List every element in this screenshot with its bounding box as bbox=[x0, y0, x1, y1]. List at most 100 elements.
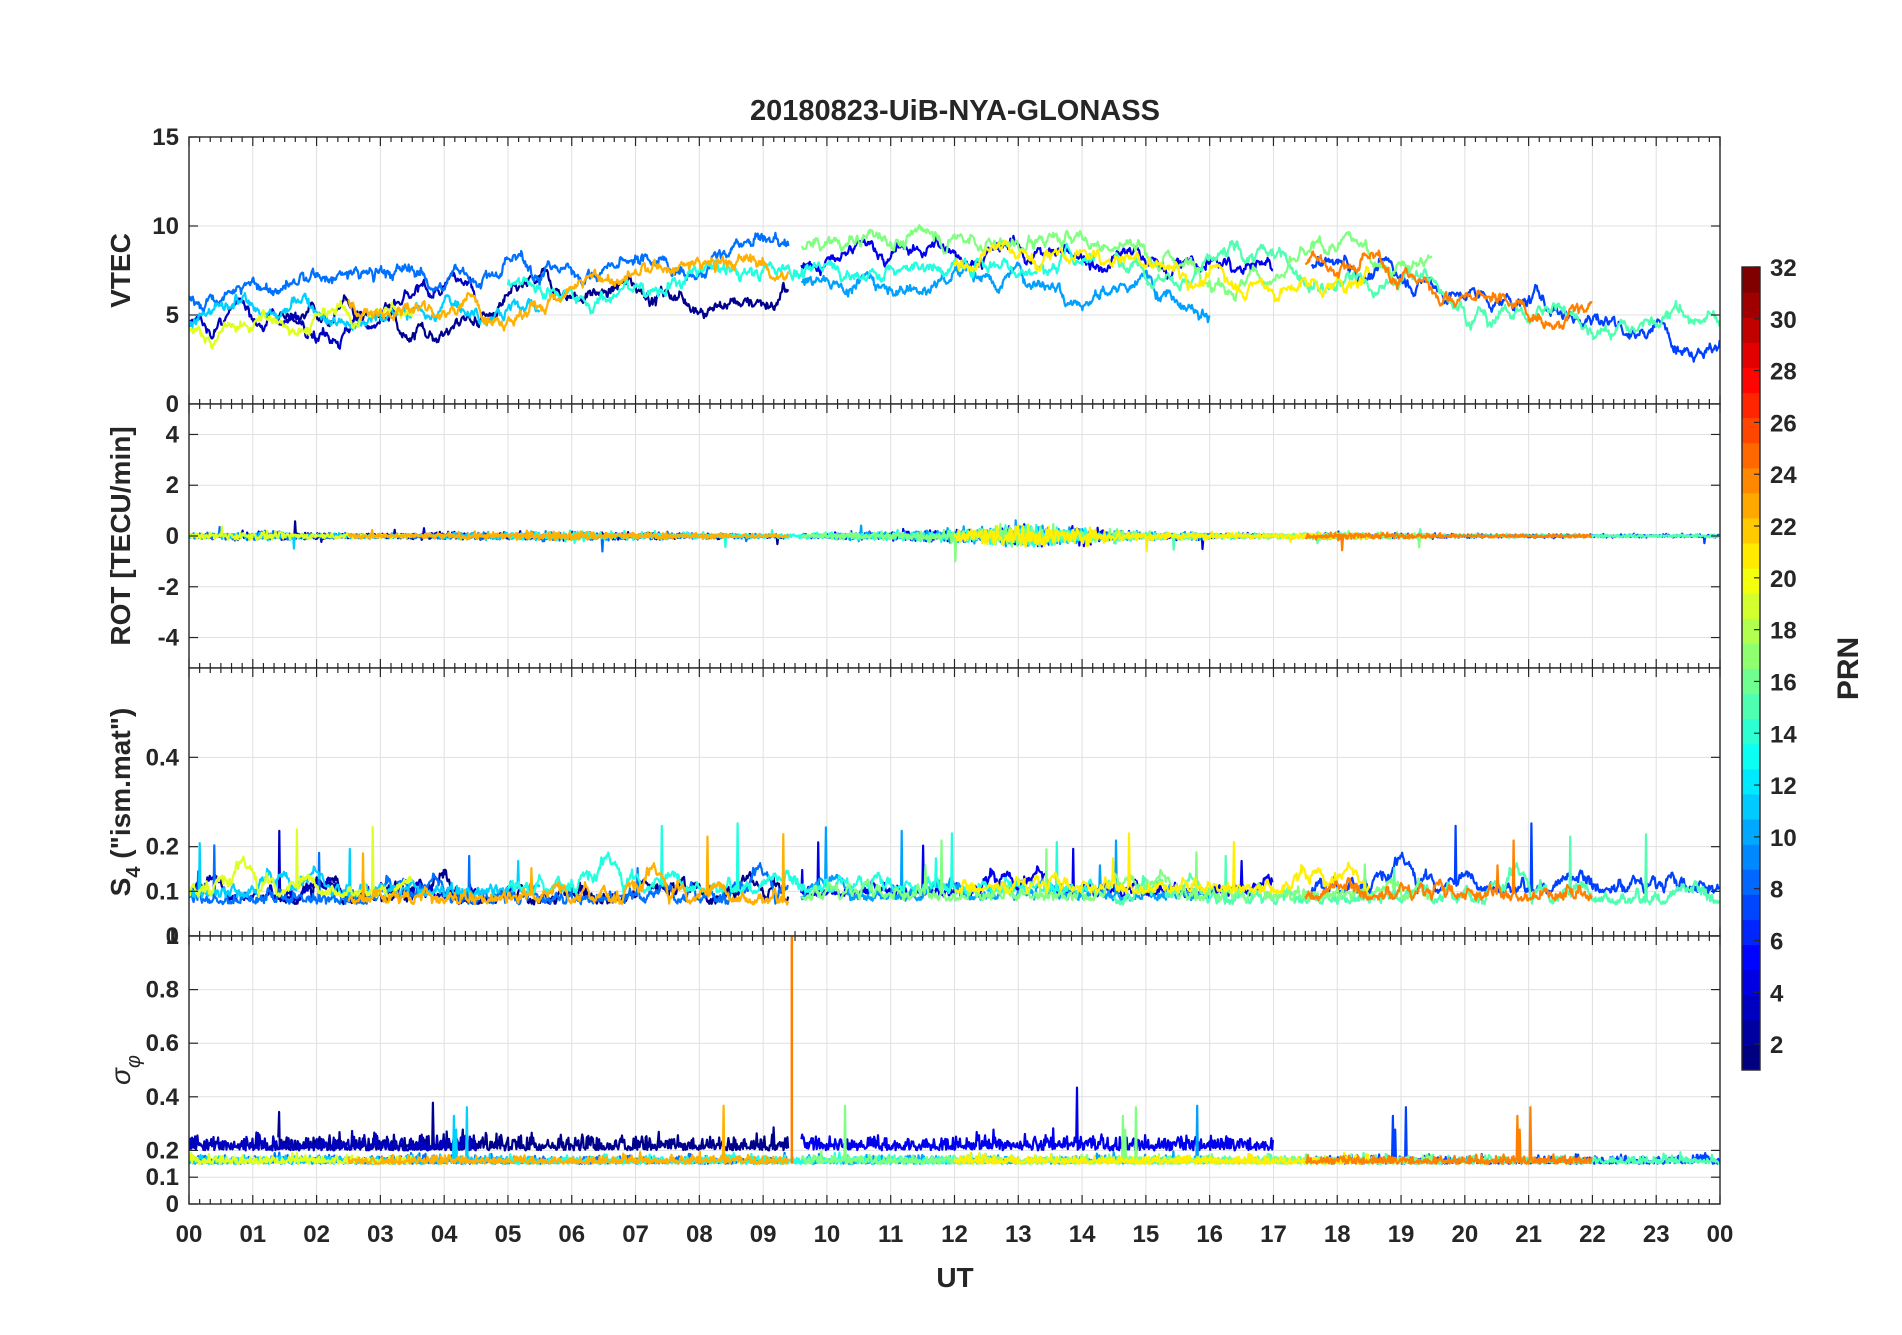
colorbar-segment bbox=[1742, 743, 1760, 770]
colorbar-segment bbox=[1742, 718, 1760, 745]
colorbar-segment bbox=[1742, 819, 1760, 845]
series-group bbox=[189, 822, 1720, 906]
panel-rot: -4 -2 0 2 4 ROT [TECU/min] bbox=[105, 403, 1721, 669]
colorbar-segment bbox=[1742, 643, 1760, 669]
y-axis-label-s4: S4 ("ism.mat") bbox=[105, 708, 145, 897]
x-tick-label: 18 bbox=[1324, 1221, 1351, 1248]
y-tick-label: 0 bbox=[166, 1191, 179, 1218]
x-tick-label: 10 bbox=[814, 1221, 841, 1248]
y-tick-label: -2 bbox=[158, 574, 179, 601]
series-group bbox=[189, 519, 1720, 563]
colorbar-tick-label: 8 bbox=[1770, 877, 1783, 904]
x-tick-label: 09 bbox=[750, 1221, 777, 1248]
x-tick-label: 00 bbox=[176, 1221, 203, 1248]
x-tick-label: 03 bbox=[367, 1221, 394, 1248]
colorbar-segment bbox=[1742, 442, 1760, 469]
y-tick-label: 15 bbox=[152, 124, 179, 151]
y-tick-label: 0.4 bbox=[146, 744, 180, 771]
colorbar-tick-label: 20 bbox=[1770, 566, 1797, 593]
colorbar-segment bbox=[1742, 768, 1760, 795]
series-prn-24 bbox=[1304, 249, 1593, 330]
colorbar-tick-label: 24 bbox=[1770, 462, 1797, 489]
colorbar-segment bbox=[1742, 1019, 1760, 1046]
x-tick-label: 08 bbox=[686, 1221, 713, 1248]
series-prn-20 bbox=[953, 523, 1370, 553]
y-tick-label: 1 bbox=[166, 923, 179, 950]
series-group bbox=[189, 224, 1720, 363]
colorbar-tick-label: 18 bbox=[1770, 618, 1797, 645]
colorbar-tick-label: 32 bbox=[1770, 255, 1797, 282]
y-tick-label: 2 bbox=[166, 472, 179, 499]
colorbar-tick-label: 14 bbox=[1770, 721, 1797, 748]
series-prn-17 bbox=[801, 224, 1433, 302]
colorbar-segment bbox=[1742, 1044, 1760, 1071]
series-prn-3 bbox=[800, 1086, 1274, 1152]
x-tick-label: 17 bbox=[1260, 1221, 1287, 1248]
y-tick-label: 0 bbox=[166, 523, 179, 550]
series-prn-17 bbox=[800, 839, 1434, 902]
series-prn-15 bbox=[1113, 240, 1720, 341]
colorbar-tick-label: 2 bbox=[1770, 1032, 1783, 1059]
x-tick-label: 01 bbox=[239, 1221, 266, 1248]
colorbar-segment bbox=[1742, 492, 1760, 519]
colorbar-segment bbox=[1742, 342, 1760, 368]
y-tick-label: 10 bbox=[152, 213, 179, 240]
y-tick-label: 0.2 bbox=[146, 834, 179, 861]
series-prn-20 bbox=[953, 1151, 1370, 1165]
y-tick-label: -4 bbox=[158, 625, 180, 652]
colorbar-segment bbox=[1742, 793, 1760, 820]
colorbar-tick-label: 16 bbox=[1770, 669, 1797, 696]
colorbar-segment bbox=[1742, 593, 1760, 619]
y-tick-label: 5 bbox=[166, 302, 179, 329]
chart-title: 20180823-UiB-NYA-GLONASS bbox=[750, 95, 1160, 127]
series-prn-22 bbox=[347, 528, 790, 542]
series-group bbox=[189, 936, 1720, 1165]
colorbar-label: PRN bbox=[1832, 637, 1865, 700]
x-tick-label: 00 bbox=[1707, 1221, 1734, 1248]
colorbar-segment bbox=[1742, 919, 1760, 946]
x-tick-label: 04 bbox=[431, 1221, 458, 1248]
y-tick-label: 0.8 bbox=[146, 977, 179, 1004]
series-prn-9 bbox=[800, 261, 1211, 324]
colorbar-tick-label: 22 bbox=[1770, 514, 1797, 541]
colorbar-segment bbox=[1742, 568, 1760, 594]
x-tick-label: 22 bbox=[1579, 1221, 1606, 1248]
colorbar-segment bbox=[1742, 417, 1760, 444]
colorbar-segment bbox=[1742, 543, 1760, 569]
y-tick-label: 0 bbox=[166, 391, 179, 418]
colorbar-segment bbox=[1742, 392, 1760, 419]
series-prn-20 bbox=[954, 832, 1370, 895]
colorbar-segment bbox=[1742, 367, 1760, 393]
series-prn-22 bbox=[347, 1104, 790, 1165]
x-tick-labels: 00 01 02 03 04 05 06 07 08 09 10 11 12 13 14 15 16 17 18 19… bbox=[176, 1221, 1734, 1248]
y-axis-label-rot: ROT [TECU/min] bbox=[105, 426, 136, 645]
colorbar-segment bbox=[1742, 693, 1760, 720]
x-tick-label: 23 bbox=[1643, 1221, 1670, 1248]
series-prn-24 bbox=[1304, 839, 1593, 902]
colorbar-segment bbox=[1742, 844, 1760, 870]
y-tick-label: 0.4 bbox=[146, 1084, 180, 1111]
colorbar-tick-label: 28 bbox=[1770, 359, 1797, 386]
x-axis-label: UT bbox=[936, 1262, 973, 1293]
x-tick-label: 14 bbox=[1069, 1221, 1096, 1248]
colorbar-segment bbox=[1742, 869, 1760, 895]
x-tick-label: 11 bbox=[878, 1221, 903, 1248]
colorbar-tick-label: 6 bbox=[1770, 928, 1783, 955]
x-tick-label: 05 bbox=[495, 1221, 522, 1248]
y-tick-label: 0.1 bbox=[146, 878, 179, 905]
x-tick-label: 13 bbox=[1005, 1221, 1032, 1248]
x-tick-label: 12 bbox=[941, 1221, 968, 1248]
y-axis-label-vtec: VTEC bbox=[105, 233, 136, 308]
colorbar-tick-label: 4 bbox=[1770, 980, 1784, 1007]
series-prn-2 bbox=[189, 1129, 478, 1152]
panel-vtec: 0 5 10 15 VTEC bbox=[105, 124, 1721, 418]
colorbar-tick-label: 30 bbox=[1770, 307, 1797, 334]
y-tick-label: 4 bbox=[166, 421, 180, 448]
colorbar-segment bbox=[1742, 894, 1760, 920]
y-tick-label: 0.2 bbox=[146, 1137, 179, 1164]
series-prn-24 bbox=[1304, 531, 1593, 552]
x-tick-label: 02 bbox=[303, 1221, 330, 1248]
